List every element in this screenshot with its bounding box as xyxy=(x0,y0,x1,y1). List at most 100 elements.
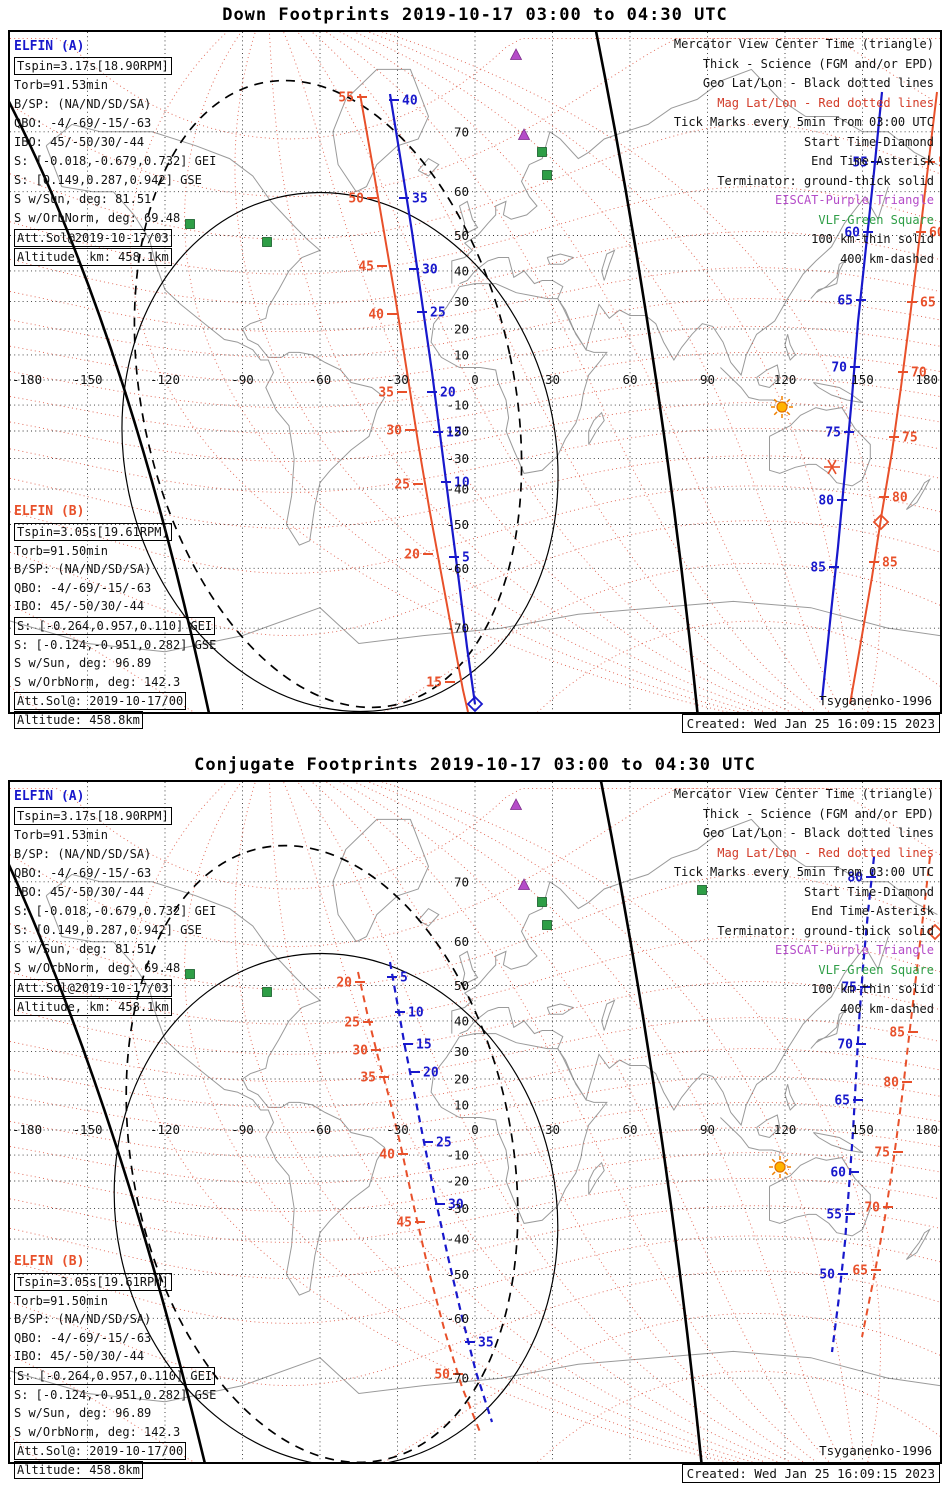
time-tick-label: 55 xyxy=(826,1208,842,1223)
time-tick-label: 35 xyxy=(412,192,428,207)
time-tick-label: 80 xyxy=(892,491,908,506)
coastline xyxy=(905,478,932,511)
legend-line: Geo Lat/Lon - Black dotted lines xyxy=(702,76,934,90)
panel-title-conjugate: Conjugate Footprints 2019-10-17 03:00 to… xyxy=(194,755,756,775)
vlf-square-icon xyxy=(542,170,552,180)
mag-lon-gridline xyxy=(381,32,881,712)
mag-lat-gridline xyxy=(10,1177,940,1243)
vlf-square-icon xyxy=(537,897,547,907)
mag-lon-gridline xyxy=(297,32,792,712)
coastline xyxy=(45,873,386,1296)
time-tick-label: 80 xyxy=(818,494,834,509)
time-tick-label: 30 xyxy=(386,424,402,439)
mag-lat-gridline xyxy=(10,298,940,358)
sun-ray xyxy=(784,1158,789,1163)
time-tick-label: 85 xyxy=(889,1026,905,1041)
info-line: Altitude: 458.8km xyxy=(14,711,143,729)
coastline xyxy=(784,334,796,361)
info-line: B/SP: (NA/ND/SD/SA) xyxy=(14,1312,152,1326)
eiscat-triangle-icon xyxy=(509,798,523,810)
legend-line: Start Time-Diamond xyxy=(803,884,934,899)
sun-ray xyxy=(773,411,778,416)
vlf-square-icon xyxy=(537,147,547,157)
vlf-square-icon xyxy=(697,885,707,895)
legend-line: EISCAT-Purple Triangle xyxy=(775,943,934,957)
sun-ray xyxy=(773,398,778,403)
mag-lat-gridline xyxy=(10,1127,940,1185)
lat-axis-label: -70 xyxy=(446,1371,469,1386)
time-tick-label: 30 xyxy=(352,1044,368,1059)
lon-axis-label: -180 xyxy=(12,1122,42,1137)
elfin-a-conjugate-track-west xyxy=(388,961,494,1423)
lon-axis-label: -90 xyxy=(231,372,254,387)
panel-title-down: Down Footprints 2019-10-17 03:00 to 04:3… xyxy=(222,5,728,25)
mag-lat-gridline xyxy=(10,936,940,1025)
lon-axis-label: 180 xyxy=(915,372,938,387)
lon-axis-label: 120 xyxy=(774,372,797,387)
mag-lat-gridline xyxy=(10,427,940,493)
lon-axis-label: 30 xyxy=(545,372,560,387)
time-tick-label: 30 xyxy=(422,263,438,278)
legend-block: Mercator View Center Time (triangle) Thic… xyxy=(674,785,934,1019)
legend-line: Tick Marks every 5min from 03:00 UTC xyxy=(673,115,934,129)
lat-axis-label: 60 xyxy=(454,184,469,199)
legend-line: Mag Lat/Lon - Red dotted lines xyxy=(717,845,934,860)
terminator-curve xyxy=(121,191,559,712)
info-line: S: [0.149,0.287,0.942] GSE xyxy=(14,173,202,187)
lon-axis-label: -150 xyxy=(72,1122,102,1137)
time-tick-label: 65 xyxy=(837,294,853,309)
info-line: Tspin=3.05s[19.61RPM] xyxy=(14,522,172,541)
lat-axis-label: 40 xyxy=(454,263,469,278)
time-tick-label: 20 xyxy=(336,976,352,991)
legend-line: Thick - Science (FGM and/or EPD) xyxy=(702,56,934,71)
info-line: QBO: -4/-69/-15/-63 xyxy=(14,116,152,130)
satellite-name-label: ELFIN (A) xyxy=(14,39,85,54)
model-label: Tsyganenko-1996 xyxy=(819,1443,932,1458)
elfin-b-conjugate-track-east xyxy=(861,856,931,1338)
mag-lon-gridline xyxy=(234,32,754,712)
sun-icon xyxy=(776,401,788,413)
panel-down-footprints: Down Footprints 2019-10-17 03:00 to 04:3… xyxy=(8,5,942,733)
sun-ray xyxy=(786,398,791,403)
info-line: Torb=91.50min xyxy=(14,543,108,558)
lat-axis-label: -30 xyxy=(446,451,469,466)
lon-axis-label: 180 xyxy=(915,1122,938,1137)
lat-axis-label: -40 xyxy=(446,1232,469,1247)
mag-lat-gridline xyxy=(10,38,940,140)
info-line: Tspin=3.17s[18.90RPM] xyxy=(14,807,172,825)
info-line: Torb=91.53min xyxy=(14,78,108,92)
coastline xyxy=(784,1084,796,1111)
coastline xyxy=(769,1157,871,1237)
created-timestamp: Created: Wed Jan 25 16:09:15 2023 xyxy=(681,1464,940,1483)
mag-lon-gridline xyxy=(129,32,729,712)
terminator-curve xyxy=(599,782,703,1462)
info-line: S w/Sun, deg: 96.89 xyxy=(14,656,152,670)
legend-line: 100 km-thin solid xyxy=(811,982,934,996)
info-line: S w/OrbNorm, deg: 69.48 xyxy=(14,211,181,225)
mag-lat-gridline xyxy=(10,1075,940,1133)
map-plot-down: 55 50 45 40 35 30 25 20 15 40 35 30 25 20 15 10 5 55 60 65 7… xyxy=(8,30,942,729)
terminator-curve xyxy=(133,79,523,709)
info-line: IBO: 45/-50/30/-44 xyxy=(14,135,145,149)
terminator-curve xyxy=(594,32,699,712)
eiscat-triangle-icon xyxy=(509,48,523,60)
eiscat-triangle-icon xyxy=(517,128,531,140)
lon-axis-label: 0 xyxy=(471,372,479,387)
coastline xyxy=(720,1117,783,1154)
lat-axis-label: 40 xyxy=(454,1013,469,1028)
info-line: S w/OrbNorm, deg: 69.48 xyxy=(14,961,181,975)
coastline xyxy=(451,68,938,284)
lat-axis-label: 30 xyxy=(454,294,469,309)
time-tick-label: 45 xyxy=(396,1216,412,1231)
time-tick-label: 50 xyxy=(819,1268,835,1283)
lon-axis-label: 150 xyxy=(851,372,874,387)
coastline xyxy=(10,1350,940,1403)
elfin-b-ground-track-west xyxy=(359,93,469,712)
world-map-down: 5550454035302520154035302520151055560657… xyxy=(10,32,940,712)
coastline xyxy=(810,257,850,299)
info-line: S w/OrbNorm, deg: 142.3 xyxy=(14,1424,181,1439)
time-tick-label: 45 xyxy=(358,260,374,275)
start-time-diamond-icon xyxy=(466,695,484,712)
info-line: Torb=91.50min xyxy=(14,1293,108,1308)
elfin-a-info-block: ELFIN (A) Tspin=3.17s[18.90RPM] Torb=91.53… xyxy=(14,787,216,1017)
